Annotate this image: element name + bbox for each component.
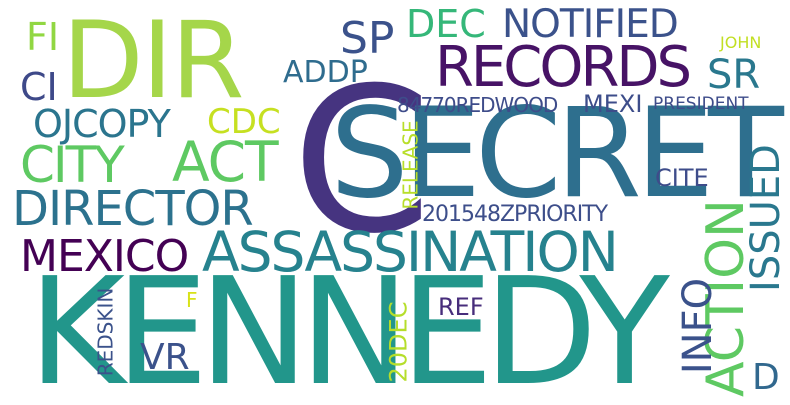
word-fi: FI: [26, 15, 60, 59]
word-ojcopy: OJCOPY: [33, 102, 171, 146]
word-act: ACT: [172, 130, 279, 194]
word-president: PRESIDENT: [653, 94, 749, 114]
word-john: JOHN: [720, 33, 762, 52]
word-info: INFO: [675, 277, 722, 375]
word-cdc: CDC: [207, 102, 281, 142]
word-cite: CITE: [655, 164, 709, 192]
word-mexi: MEXI: [583, 90, 643, 118]
word-notified: NOTIFIED: [502, 2, 679, 47]
word-redskin: REDSKIN: [93, 287, 118, 377]
word-c: C: [292, 45, 432, 278]
word-city: CITY: [20, 136, 125, 194]
word-20dec: 20DEC: [384, 301, 413, 383]
word-sr: SR: [707, 52, 761, 98]
word-ref: REF: [438, 293, 484, 321]
word-ci: CI: [20, 65, 58, 109]
word-sp: SP: [340, 13, 395, 64]
word-201548zpriority: 201548ZPRIORITY: [422, 202, 608, 227]
word-vr: VR: [140, 337, 190, 378]
word-addp: ADDP: [283, 55, 368, 90]
word-release: RELEASE: [398, 120, 423, 210]
word-kennedy: KENNEDY: [28, 246, 670, 405]
word-records: RECORDS: [435, 35, 692, 100]
word-d: D: [752, 357, 780, 398]
word-director: DIRECTOR: [12, 181, 254, 237]
word-dir: DIR: [62, 0, 245, 122]
word-84770redwood: 84770REDWOOD: [397, 93, 558, 117]
word-f: F: [186, 288, 198, 312]
word-assassination: ASSASSINATION: [202, 220, 619, 284]
word-mexico: MEXICO: [20, 231, 189, 282]
word-dec: DEC: [406, 2, 486, 46]
word-secret: SECRET: [330, 82, 784, 226]
